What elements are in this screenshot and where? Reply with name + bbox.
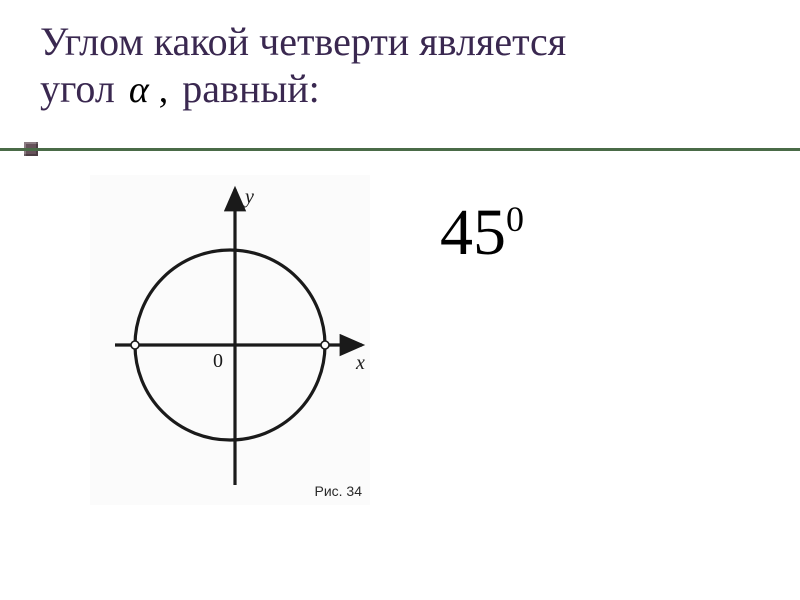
degree-mark: 0 [506, 199, 524, 239]
slide: Углом какой четверти является угол α , р… [0, 0, 800, 600]
figure-caption: Рис. 34 [314, 483, 362, 499]
alpha-glyph: α [129, 69, 149, 111]
alpha-comma: , [159, 69, 169, 111]
horizontal-rule [0, 148, 800, 151]
unit-circle-svg: 0 x y [90, 175, 370, 505]
angle-number: 45 [440, 196, 506, 269]
alpha-symbol-box: α , [125, 65, 172, 113]
title-line-2: угол α , равный: [40, 65, 760, 113]
slide-title: Углом какой четверти является угол α , р… [40, 18, 760, 113]
svg-text:0: 0 [213, 350, 223, 372]
unit-circle-diagram: 0 x y Рис. 34 [90, 175, 370, 505]
svg-text:y: y [243, 186, 254, 208]
title-prefix: угол [40, 66, 115, 111]
svg-text:x: x [355, 352, 365, 374]
title-line-1: Углом какой четверти является [40, 18, 760, 65]
title-suffix: равный: [172, 66, 319, 111]
angle-value: 450 [440, 195, 524, 271]
